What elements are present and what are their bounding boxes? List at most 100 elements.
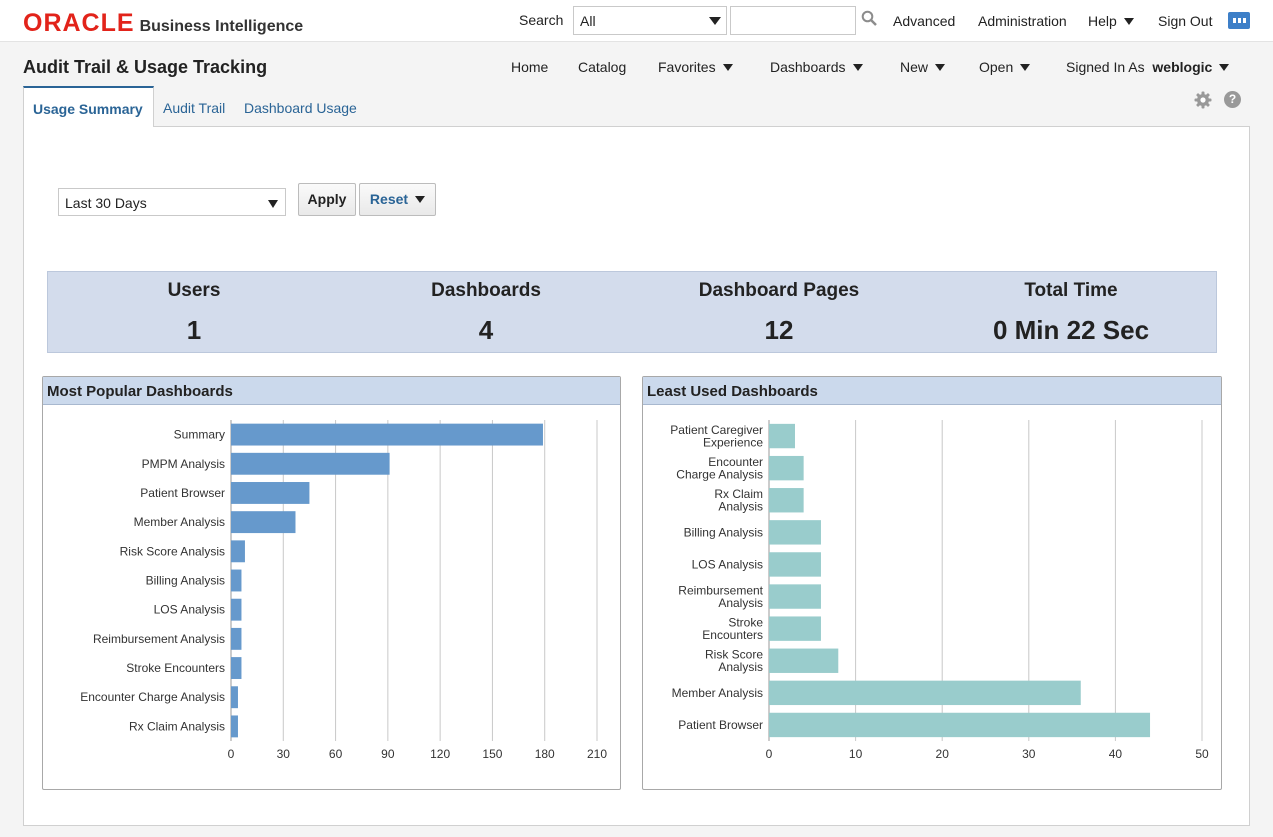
most-popular-dashboards-panel: Most Popular Dashboards Summary PMPM Anal… — [42, 376, 621, 790]
tick-label: 60 — [329, 747, 343, 761]
period-select[interactable]: Last 30 Days — [58, 188, 286, 216]
bar — [231, 482, 310, 504]
kpi-value: 4 — [478, 315, 494, 345]
nav-favorites-label: Favorites — [658, 59, 716, 75]
chevron-down-icon — [415, 196, 426, 203]
category-label: Encounter Charge Analysis — [80, 690, 225, 704]
category-label: Risk Score Analysis — [705, 648, 763, 675]
bar — [231, 540, 245, 563]
category-label: Member Analysis — [134, 515, 225, 529]
top-bar: ORACLE Business Intelligence Search All … — [0, 0, 1273, 42]
bar — [769, 712, 1151, 738]
bar — [769, 423, 795, 449]
nav-dashboards[interactable]: Dashboards — [770, 59, 863, 75]
chevron-down-icon — [1219, 64, 1230, 71]
search-scope-value: All — [580, 13, 596, 29]
kpi-dashboards: Dashboards 4 — [340, 272, 632, 352]
logo-product-text: Business Intelligence — [139, 18, 304, 35]
gear-icon[interactable] — [1194, 91, 1212, 109]
chevron-down-icon — [1123, 18, 1134, 25]
bar — [231, 657, 242, 679]
search-icon[interactable] — [861, 10, 877, 26]
logo-oracle-text: ORACLE — [23, 9, 135, 37]
help-menu-label: Help — [1088, 13, 1117, 29]
panel-header: Most Popular Dashboards — [43, 377, 620, 405]
chevron-down-icon — [709, 17, 721, 25]
panel-title: Least Used Dashboards — [647, 383, 818, 400]
kpi-dashboard-pages: Dashboard Pages 12 — [633, 272, 925, 352]
kpi-value: 0 Min 22 Sec — [992, 315, 1150, 345]
help-menu[interactable]: Help — [1088, 13, 1134, 29]
tick-label: 0 — [766, 747, 773, 761]
nav-open[interactable]: Open — [979, 59, 1031, 75]
tick-label: 210 — [587, 747, 607, 761]
tick-label: 40 — [1109, 747, 1123, 761]
kpi-label: Users — [167, 280, 221, 301]
tick-label: 20 — [936, 747, 950, 761]
kpi-users: Users 1 — [48, 272, 340, 352]
nav-catalog[interactable]: Catalog — [578, 59, 627, 75]
page-title: Audit Trail & Usage Tracking — [23, 57, 268, 77]
bar — [231, 627, 242, 650]
category-label: LOS Analysis — [692, 557, 763, 571]
chevron-down-icon — [852, 64, 863, 71]
kpi-label: Dashboard Pages — [698, 280, 860, 301]
bar — [769, 648, 839, 673]
nav-favorites[interactable]: Favorites — [658, 59, 733, 75]
category-label: Rx Claim Analysis — [714, 487, 763, 514]
search-label: Search — [519, 12, 564, 28]
category-label: Encounter Charge Analysis — [676, 455, 763, 482]
advanced-link[interactable]: Advanced — [893, 13, 956, 29]
category-label: Billing Analysis — [146, 574, 225, 588]
bar — [769, 488, 804, 513]
kpi-label: Total Time — [1024, 280, 1118, 301]
nav-new[interactable]: New — [900, 59, 946, 75]
period-select-value: Last 30 Days — [65, 195, 147, 211]
category-label: Risk Score Analysis — [120, 544, 225, 558]
sign-out-link[interactable]: Sign Out — [1158, 13, 1213, 29]
chevron-down-icon — [268, 200, 278, 208]
tick-label: 50 — [1195, 747, 1209, 761]
bar — [231, 423, 543, 446]
tick-label: 150 — [482, 747, 502, 761]
bar — [231, 598, 242, 621]
bar — [231, 686, 238, 709]
chevron-down-icon — [1020, 64, 1031, 71]
apply-button[interactable]: Apply — [298, 183, 356, 216]
least-used-dashboards-chart: Patient Caregiver Experience Encounter Char… — [670, 420, 1209, 761]
bar — [231, 715, 238, 738]
tick-label: 120 — [430, 747, 450, 761]
panel-title: Most Popular Dashboards — [47, 383, 233, 400]
panel-header: Least Used Dashboards — [643, 377, 1221, 405]
category-label: PMPM Analysis — [142, 457, 225, 471]
oracle-logo[interactable]: ORACLE Business Intelligence — [23, 9, 303, 38]
signed-in-user: weblogic — [1152, 59, 1213, 75]
tick-label: 30 — [1022, 747, 1036, 761]
administration-link[interactable]: Administration — [978, 13, 1067, 29]
tab-audit-trail[interactable]: Audit Trail — [163, 100, 226, 116]
kpi-value: 12 — [764, 315, 794, 345]
bar — [769, 455, 804, 481]
category-label: Stroke Encounters — [126, 661, 225, 675]
tick-label: 180 — [535, 747, 555, 761]
bar — [769, 680, 1081, 706]
tab-usage-summary[interactable]: Usage Summary — [23, 86, 154, 127]
nav-user-menu[interactable]: Signed In As weblogic — [1066, 59, 1230, 75]
apps-icon[interactable] — [1228, 12, 1250, 29]
category-label: Billing Analysis — [684, 525, 763, 539]
category-label: Reimbursement Analysis — [678, 583, 763, 610]
help-icon[interactable]: ? — [1224, 91, 1241, 108]
search-input[interactable] — [730, 6, 856, 35]
kpi-total-time: Total Time 0 Min 22 Sec — [925, 272, 1217, 352]
reset-button[interactable]: Reset — [359, 183, 436, 216]
chevron-down-icon — [935, 64, 946, 71]
category-label: Reimbursement Analysis — [93, 632, 225, 646]
most-popular-dashboards-chart: Summary PMPM Analysis Patient Browser Membe… — [80, 420, 607, 761]
bar — [231, 452, 390, 475]
search-scope-select[interactable]: All — [573, 6, 727, 35]
category-label: Patient Browser — [140, 486, 225, 500]
tab-dashboard-usage[interactable]: Dashboard Usage — [244, 100, 357, 116]
nav-home[interactable]: Home — [511, 59, 549, 75]
category-label: LOS Analysis — [154, 603, 225, 617]
bar — [231, 569, 242, 592]
